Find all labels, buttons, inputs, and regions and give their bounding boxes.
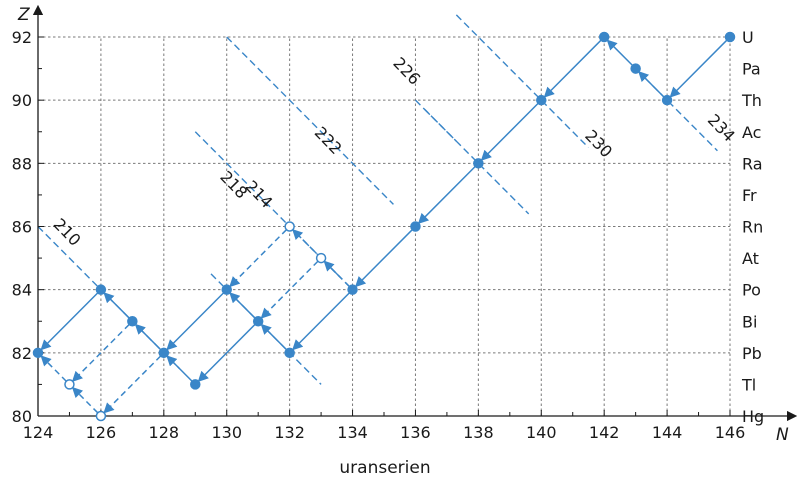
nuclide-point [32, 347, 44, 359]
x-tick-label: 130 [211, 423, 242, 442]
nuclide-point-open [315, 252, 327, 264]
nuclide-point [661, 94, 673, 106]
alpha-decay-arrow [480, 102, 539, 161]
x-tick-label: 124 [23, 423, 54, 442]
y-tick-label: 92 [12, 28, 32, 47]
nuclide-point [284, 347, 295, 359]
isobar-label-226: 226 [389, 53, 424, 88]
x-axis-label: N [776, 425, 789, 445]
alpha-decay-arrow [71, 323, 130, 382]
y-tick-label: 80 [12, 407, 32, 426]
isobar-label-234: 234 [704, 110, 739, 145]
x-tick-label: 132 [274, 423, 305, 442]
x-tick-label: 146 [715, 423, 746, 442]
alpha-decay-arrow [260, 260, 319, 319]
nuclide-point [473, 158, 484, 169]
beta-decay-arrow [40, 355, 67, 382]
element-label-at: At [742, 249, 759, 268]
decay-arrows [40, 39, 728, 414]
y-tick-label: 82 [12, 344, 32, 363]
element-label-pa: Pa [742, 60, 761, 79]
x-tick-label: 126 [86, 423, 117, 442]
alpha-decay-arrow [417, 165, 476, 225]
element-label-hg: Hg [742, 407, 764, 426]
isobar-label-222: 222 [311, 123, 346, 158]
x-tick-label: 136 [400, 423, 431, 442]
alpha-decay-arrow [669, 39, 728, 98]
isobar-line-222 [226, 36, 394, 205]
x-tick-label: 128 [149, 423, 180, 442]
beta-decay-arrow [229, 292, 256, 319]
element-label-po: Po [742, 281, 761, 300]
beta-decay-arrow [134, 323, 162, 351]
y-tick-label: 90 [12, 91, 32, 110]
chart-caption: uranserien [339, 458, 430, 478]
alpha-decay-arrow [166, 292, 225, 351]
isobar-label-218: 218 [216, 167, 251, 202]
y-tick-label: 84 [12, 281, 32, 300]
isobar-line-230 [455, 14, 589, 149]
x-tick-label: 144 [652, 423, 683, 442]
nuclide-point [127, 316, 138, 327]
element-label-pb: Pb [742, 344, 762, 363]
nuclide-point-open [64, 379, 75, 390]
nuclide-point [190, 379, 201, 390]
element-label-bi: Bi [742, 312, 757, 331]
x-tick-label: 140 [526, 423, 557, 442]
nuclide-point [347, 284, 358, 295]
nuclide-point [95, 284, 107, 295]
nuclide-point-open [284, 221, 295, 232]
beta-decay-arrow [606, 39, 633, 66]
beta-decay-arrow [638, 71, 665, 98]
x-tick-label: 138 [463, 423, 494, 442]
nuclide-point [536, 94, 547, 106]
alpha-decay-arrow [229, 229, 287, 288]
element-label-fr: Fr [742, 186, 757, 205]
alpha-decay-arrow [103, 355, 162, 414]
y-tick-label: 86 [12, 218, 32, 237]
nuclide-point [410, 221, 421, 232]
alpha-decay-arrow [292, 292, 350, 351]
isobar-line-218 [194, 131, 341, 278]
beta-decay-arrow [166, 355, 193, 382]
beta-decay-arrow [71, 386, 99, 414]
nuclide-point [158, 347, 170, 359]
alpha-decay-arrow [354, 229, 413, 288]
isobar-label-214: 214 [242, 177, 277, 212]
beta-decay-arrow [103, 292, 130, 319]
x-tick-label: 142 [589, 423, 620, 442]
y-axis-label: Z [17, 5, 30, 25]
x-tick-label: 134 [337, 423, 368, 442]
element-label-th: Th [741, 91, 762, 110]
element-label-ra: Ra [742, 154, 763, 173]
element-label-ac: Ac [742, 123, 761, 142]
nuclide-point [221, 284, 232, 295]
alpha-decay-arrow [197, 323, 256, 382]
element-label-tl: Tl [741, 375, 756, 394]
element-label-u: U [742, 28, 754, 47]
alpha-decay-arrow [40, 292, 99, 351]
nuclide-point-open [95, 410, 107, 422]
nuclide-point [252, 316, 264, 327]
isobar-label-230: 230 [581, 126, 616, 161]
element-label-rn: Rn [742, 218, 763, 237]
nuclide-point [724, 31, 736, 43]
alpha-decay-arrow [543, 39, 602, 98]
isobar-line-226 [424, 109, 530, 215]
nuclide-point [630, 63, 641, 74]
nuclide-point [598, 31, 610, 43]
grid [38, 36, 731, 416]
beta-decay-arrow [260, 323, 287, 351]
y-tick-label: 88 [12, 154, 32, 173]
nuclides [32, 31, 736, 422]
